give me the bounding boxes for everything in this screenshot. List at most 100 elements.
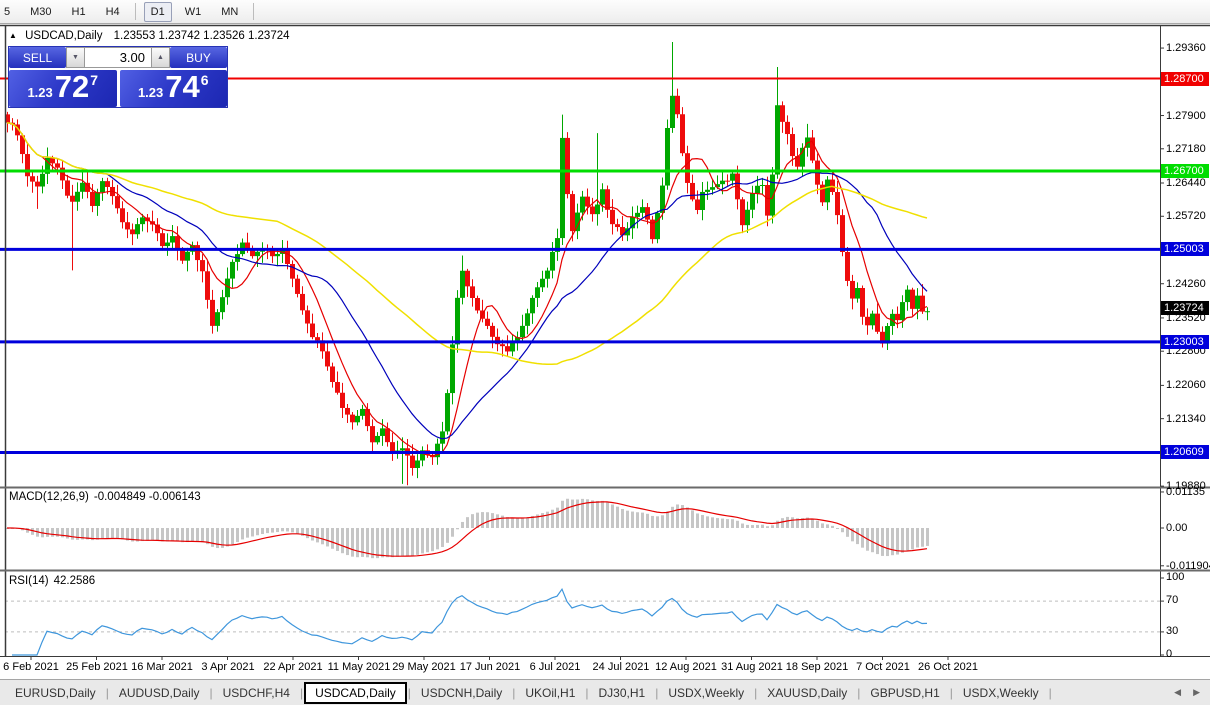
macd-histogram (6, 498, 929, 559)
rsi-label: RSI(14) 42.2586 (9, 575, 96, 587)
toolbar-separator (134, 3, 136, 20)
rsi-axis-label: 0 (1166, 648, 1173, 660)
macd-axis-label: 0.00 (1166, 522, 1188, 534)
rsi-level-lines (5, 600, 1160, 633)
tab-separator: | (407, 685, 411, 700)
rsi-axis-label: 30 (1166, 625, 1179, 637)
chart-title: ▲ USDCAD,Daily 1.23553 1.23742 1.23526 1… (9, 30, 290, 42)
symbol-tab-USDX-Weekly[interactable]: USDX,Weekly (668, 685, 745, 700)
symbol-tab-XAUUSD-Daily[interactable]: XAUUSD,Daily (767, 685, 848, 700)
timeframe-button-MN[interactable]: MN (221, 5, 239, 18)
timeframe-button-M30[interactable]: M30 (30, 5, 52, 18)
tab-separator: | (299, 685, 304, 700)
symbol-tab-bar: EURUSD,Daily | AUDUSD,Daily | USDCHF,H4 | USDC… (0, 679, 1210, 705)
tab-separator: | (857, 685, 861, 700)
tab-separator: | (209, 685, 213, 700)
price-level-badge: 1.28700 (1161, 72, 1209, 86)
symbol-tab-USDX-Weekly[interactable]: USDX,Weekly (962, 685, 1039, 700)
price-axis-label: 1.29360 (1166, 42, 1206, 54)
timeframe-button-H4[interactable]: H4 (105, 5, 120, 18)
tab-separator: | (585, 685, 589, 700)
tab-separator: | (105, 685, 109, 700)
date-axis-label: 7 Oct 2021 (856, 661, 910, 673)
symbol-tab-AUDUSD-Daily[interactable]: AUDUSD,Daily (118, 685, 200, 700)
date-axis-label: 29 May 2021 (392, 661, 456, 673)
buy-button[interactable]: BUY (170, 47, 227, 68)
buy-price-box[interactable]: 1.23 74 6 (119, 69, 227, 107)
symbol-tab-GBPUSD-H1[interactable]: GBPUSD,H1 (870, 685, 940, 700)
tab-scroll-left-button[interactable]: ◀ (1174, 687, 1182, 697)
tab-separator: | (1048, 685, 1052, 700)
date-axis-label: 6 Feb 2021 (3, 661, 59, 673)
sell-button[interactable]: SELL (9, 47, 66, 68)
date-axis-label: 3 Apr 2021 (201, 661, 255, 673)
sell-price-pip: 7 (90, 72, 99, 88)
sell-price-big: 72 (54, 69, 90, 104)
rsi-axis-label: 100 (1166, 571, 1185, 583)
tab-separator: | (949, 685, 953, 700)
timeframe-toolbar: 5 M30 H1 H4 D1 W1 MN (0, 0, 1210, 24)
date-axis-label: 16 Mar 2021 (131, 661, 193, 673)
ma-fast-line (6, 122, 928, 457)
price-axis-label: 1.25720 (1166, 210, 1206, 222)
price-level-badge: 1.20609 (1161, 445, 1209, 459)
rsi-value: 42.2586 (53, 575, 96, 587)
tab-separator: | (655, 685, 659, 700)
symbol-tab-UKOil-H1[interactable]: UKOil,H1 (525, 685, 576, 700)
date-axis-label: 26 Oct 2021 (918, 661, 978, 673)
date-axis-label: 31 Aug 2021 (721, 661, 783, 673)
price-axis-label: 1.27180 (1166, 143, 1206, 155)
horizontal-level-lines (0, 77, 1160, 454)
macd-label: MACD(12,26,9) -0.004849 -0.006143 (9, 491, 201, 503)
macd-values: -0.004849 -0.006143 (93, 491, 201, 503)
price-axis-label: 1.23520 (1166, 312, 1206, 324)
tab-scroll-right-button[interactable]: ▶ (1193, 687, 1200, 697)
symbol-tab-EURUSD-Daily[interactable]: EURUSD,Daily (15, 685, 96, 700)
price-axis-label: 1.26440 (1166, 177, 1206, 189)
macd-axis-label: -0.011904 (1166, 560, 1210, 572)
pane-borders (0, 24, 1210, 660)
volume-input[interactable] (85, 47, 151, 68)
symbol-tab-DJ30-H1[interactable]: DJ30,H1 (598, 685, 646, 700)
macd-axis-label: 0.01135 (1166, 486, 1205, 498)
volume-increase-button[interactable]: ▲ (151, 47, 170, 68)
date-axis-label: 25 Feb 2021 (66, 661, 128, 673)
sell-price-box[interactable]: 1.23 72 7 (9, 70, 117, 107)
toolbar-separator (253, 3, 255, 20)
price-axis-label: 1.22060 (1166, 379, 1206, 391)
date-axis-label: 22 Apr 2021 (263, 661, 323, 673)
tab-separator: | (512, 685, 516, 700)
date-axis-label: 24 Jul 2021 (592, 661, 650, 673)
timeframe-button-D1[interactable]: D1 (143, 1, 172, 22)
macd-signal-line (7, 501, 928, 557)
candles-layer (5, 42, 930, 486)
timeframe-button-H1[interactable]: H1 (71, 5, 86, 18)
symbol-tab-USDCNH-Daily[interactable]: USDCNH,Daily (420, 685, 503, 700)
date-axis-label: 11 May 2021 (327, 661, 391, 673)
symbol-tab-USDCAD-Daily[interactable]: USDCAD,Daily (304, 681, 407, 704)
timeframe-button-5[interactable]: 5 (4, 5, 11, 18)
date-axis-label: 17 Jun 2021 (459, 661, 521, 673)
tab-separator: | (754, 685, 758, 700)
timeframe-button-W1[interactable]: W1 (184, 5, 202, 18)
date-axis-label: 18 Sep 2021 (785, 661, 849, 673)
price-axis-label: 1.19880 (1166, 480, 1206, 492)
current-price-badge: 1.23724 (1161, 301, 1209, 315)
rsi-line (12, 587, 928, 656)
buy-price-big: 74 (165, 69, 200, 104)
tab-scroll-arrows: ◀ ▶ (1174, 687, 1200, 698)
date-axis-label: 6 Jul 2021 (529, 661, 581, 673)
symbol-tab-USDCHF-H4[interactable]: USDCHF,H4 (222, 685, 290, 700)
price-axis-label: 1.24260 (1166, 278, 1206, 290)
volume-decrease-button[interactable]: ▼ (66, 47, 85, 68)
buy-price-prefix: 1.23 (137, 85, 164, 100)
price-axis-label: 1.21340 (1166, 413, 1206, 425)
buy-price-pip: 6 (200, 72, 209, 88)
price-level-badge: 1.26700 (1161, 164, 1209, 178)
price-axis-label: 1.27900 (1166, 110, 1206, 122)
chart-symbol-title: USDCAD,Daily (25, 30, 103, 42)
collapse-arrow-icon[interactable]: ▲ (9, 31, 17, 40)
rsi-axis-label: 70 (1166, 594, 1179, 606)
